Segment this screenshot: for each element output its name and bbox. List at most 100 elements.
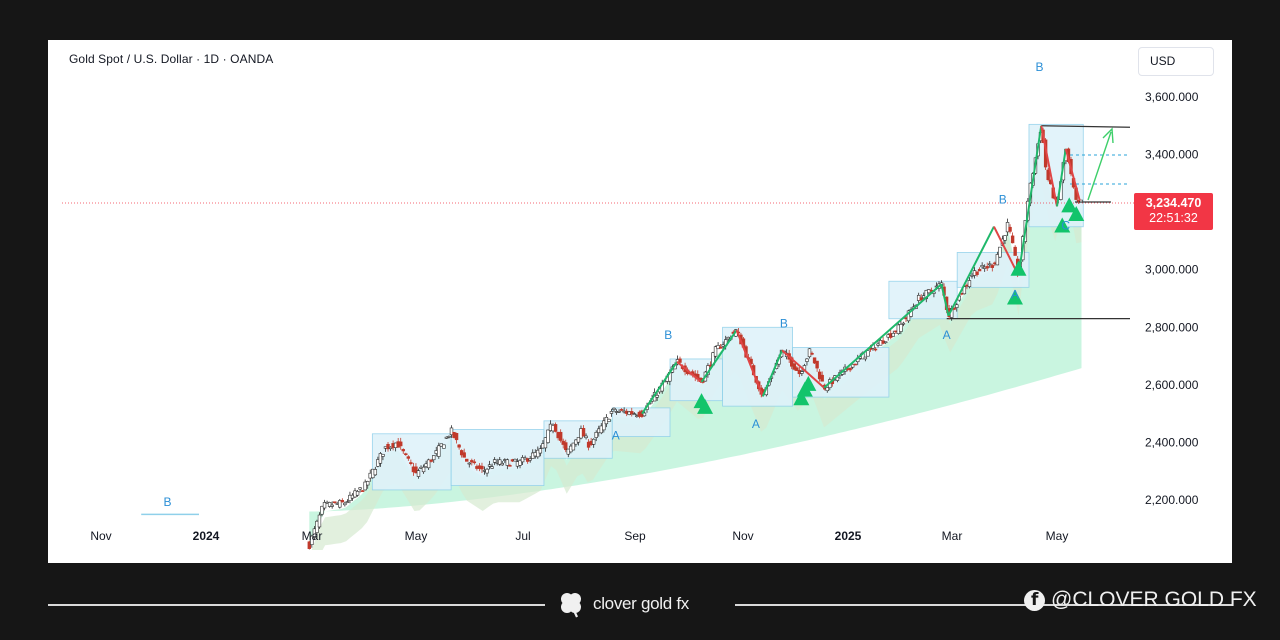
candle-body (340, 500, 345, 503)
last-price-tag: 3,234.470 22:51:32 (1134, 193, 1213, 230)
candle-body (632, 413, 637, 416)
candle-body (576, 437, 581, 443)
candle-body (327, 502, 332, 507)
wave-label: B (163, 495, 171, 509)
candle-body (520, 457, 525, 463)
candle-body (591, 438, 596, 445)
x-tick-label: Mar (942, 529, 963, 543)
candle-body (472, 461, 477, 464)
wave-labels: B A B A B A B B A C (163, 60, 1070, 509)
currency-selector[interactable]: USD (1138, 47, 1214, 76)
candle-body (1008, 226, 1012, 232)
candle-body (500, 463, 504, 466)
candle-body (447, 436, 451, 438)
candle-body (815, 360, 819, 369)
candle-body (470, 460, 474, 463)
candle-body (487, 464, 492, 467)
candle-body (642, 412, 647, 417)
wave-label: B (780, 316, 788, 330)
wave-label: A (752, 417, 760, 431)
x-tick-label: May (1046, 529, 1069, 543)
cloud-band (371, 433, 452, 491)
wave-segment (823, 283, 943, 389)
y-tick-label: 3,000.000 (1145, 263, 1199, 277)
candle-body (990, 265, 994, 268)
candle-body (630, 411, 634, 415)
last-price: 3,234.470 (1145, 196, 1202, 210)
x-tick-label: Nov (90, 529, 111, 543)
wave-segment (641, 361, 678, 415)
brand-name: clover gold fx (593, 594, 689, 613)
candle-body (988, 263, 992, 266)
candle-body (850, 364, 855, 368)
social-handle-text: @CLOVER GOLD FX (1051, 588, 1257, 611)
candle-body (462, 452, 466, 458)
wave-label: C (1061, 218, 1070, 232)
x-tick-label: 2024 (193, 529, 220, 543)
candle-body (584, 435, 588, 439)
candle-body (805, 358, 809, 362)
candle-body (899, 323, 903, 332)
wave-label: B (999, 193, 1007, 207)
reference-lines (62, 125, 1134, 320)
candle-body (317, 514, 322, 528)
candle-body (998, 246, 1002, 258)
candle-body (812, 357, 817, 364)
wave-segment (700, 329, 738, 383)
footer-divider-left (48, 604, 545, 606)
candle-body (343, 502, 347, 506)
candle-body (429, 459, 433, 462)
candle-body (863, 356, 868, 360)
candle-body (508, 465, 512, 467)
candle-body (873, 348, 878, 351)
candle-body (454, 433, 459, 441)
y-tick-label: 2,200.000 (1145, 493, 1199, 507)
candle-body (967, 280, 972, 287)
candle-body (404, 453, 408, 455)
wave-segment (993, 226, 1020, 276)
candle-body (619, 409, 624, 411)
trend-band-layer (309, 141, 1082, 550)
candle-body (386, 443, 390, 450)
candle-body (977, 268, 982, 272)
candle-body (848, 367, 852, 371)
candle-body (1003, 235, 1007, 241)
candle-body (485, 468, 489, 474)
candle-body (985, 266, 989, 269)
candle-body (360, 490, 365, 492)
candle-body (320, 505, 324, 515)
wave-segment (676, 361, 703, 383)
candle-body (490, 466, 494, 469)
candle-body (883, 341, 888, 344)
buy-signal-marker (1010, 260, 1027, 276)
candle-body (310, 535, 314, 545)
wave-label: A (612, 429, 620, 443)
wave-segment (1040, 125, 1058, 207)
wave-segment (1064, 148, 1081, 201)
candle-body (312, 528, 317, 538)
projection-arrow (1087, 131, 1112, 201)
candle-body (655, 394, 659, 398)
buy-signal-marker (1061, 197, 1078, 213)
candle-body (612, 407, 616, 410)
candle-body (564, 442, 568, 451)
bar-countdown: 22:51:32 (1149, 211, 1198, 225)
candle-body (901, 322, 906, 325)
projection-arrowhead (1102, 127, 1114, 144)
y-tick-label: 2,800.000 (1145, 320, 1199, 334)
candle-body (355, 491, 360, 496)
candle-body (449, 427, 454, 436)
candle-body (538, 448, 543, 454)
footer-divider-right (735, 604, 1232, 606)
social-handle[interactable]: @CLOVER GOLD FX (1024, 588, 1257, 612)
candle-body (1046, 169, 1050, 181)
x-axis: Nov 2024 Mar May Jul Sep Nov 2025 Mar May (90, 529, 1068, 543)
candle-body (437, 445, 441, 457)
candle-body (444, 436, 449, 439)
candle-body (553, 424, 558, 432)
candle-body (307, 541, 312, 549)
candle-body (594, 432, 598, 438)
facebook-icon (1024, 589, 1045, 611)
candle-body (442, 444, 446, 449)
